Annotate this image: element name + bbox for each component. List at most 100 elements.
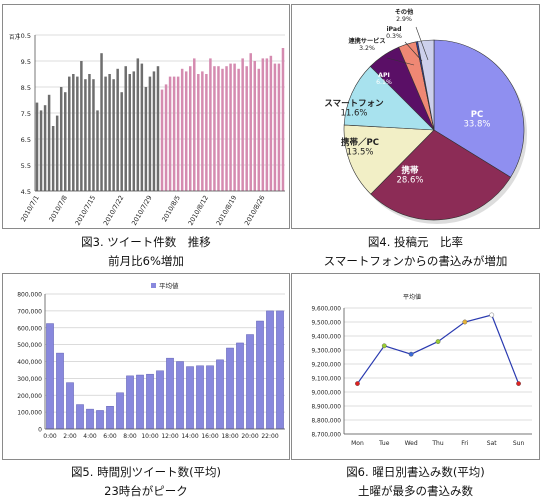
bar bbox=[273, 63, 277, 191]
bar bbox=[148, 76, 152, 191]
slice-label: PC bbox=[471, 110, 483, 120]
y-tick-label: 500,000 bbox=[17, 342, 42, 349]
x-tick-label: 2010/7/22 bbox=[102, 194, 126, 227]
slice-value: 13.5% bbox=[346, 148, 373, 158]
x-tick-label: 2010/7/1 bbox=[19, 194, 41, 223]
y-tick-label: 9,600,000 bbox=[311, 307, 341, 313]
x-tick-label: 2010/8/5 bbox=[160, 194, 182, 223]
bar bbox=[152, 71, 156, 191]
data-point bbox=[489, 312, 495, 318]
slice-value: 6.1% bbox=[376, 79, 392, 86]
x-tick-label: 18:00 bbox=[221, 433, 238, 440]
bar bbox=[229, 63, 232, 191]
y-tick-label: 8,700,000 bbox=[311, 433, 341, 439]
pie-slice bbox=[370, 129, 512, 221]
x-tick-label: 2:00 bbox=[63, 433, 77, 440]
bar bbox=[257, 68, 261, 191]
slice-value: 2.9% bbox=[396, 16, 412, 23]
bar bbox=[206, 365, 214, 430]
caption-fig5-sub: 23時台がピーク bbox=[104, 484, 188, 498]
bar bbox=[233, 63, 236, 191]
bar bbox=[76, 404, 84, 430]
bar bbox=[59, 87, 63, 191]
bar bbox=[269, 55, 273, 191]
bar bbox=[249, 53, 252, 192]
bar bbox=[47, 94, 51, 191]
x-tick-label: 12:00 bbox=[161, 433, 178, 440]
daily-tweets-chart: 10.5 9.5 8.5 7.5 6.5 5.5 4.5 百万 2010/7/1 2010/7/8… bbox=[9, 32, 285, 227]
x-tick-label: Wed bbox=[405, 440, 418, 447]
bar bbox=[225, 66, 228, 191]
legend-label: 平均値 bbox=[159, 281, 179, 290]
x-tick-label: 2010/8/26 bbox=[243, 194, 267, 227]
y-tick-label: 8,800,000 bbox=[311, 419, 341, 425]
caption-fig4-title: 図4. 投稿元 比率 bbox=[367, 235, 464, 249]
x-tick-label: 0:00 bbox=[43, 433, 57, 440]
y-tick-label: 200,000 bbox=[17, 393, 42, 400]
caption-fig6-title: 図6. 曜日別書込み数(平均) bbox=[346, 465, 485, 479]
bar bbox=[92, 79, 95, 191]
data-point bbox=[355, 381, 360, 387]
y-tick-label: 9.5 bbox=[21, 58, 31, 66]
leader-line bbox=[415, 26, 429, 61]
slice-label: 携帯 bbox=[401, 165, 419, 176]
bar bbox=[55, 115, 59, 191]
bar bbox=[276, 310, 284, 430]
plot-area bbox=[344, 308, 532, 434]
bar bbox=[112, 79, 115, 191]
bar bbox=[35, 102, 39, 191]
x-tick-label: 2010/7/8 bbox=[47, 194, 69, 223]
bar bbox=[176, 361, 184, 430]
y-tick-label: 700,000 bbox=[17, 308, 42, 315]
panel-daily-tweets: 10.5 9.5 8.5 7.5 6.5 5.5 4.5 百万 2010/7/1 2010/7/8… bbox=[2, 4, 290, 229]
bar bbox=[266, 310, 274, 430]
bar bbox=[205, 74, 208, 191]
y-tick-label: 9,500,000 bbox=[311, 321, 341, 327]
slice-value: 0.3% bbox=[386, 33, 402, 40]
bar bbox=[136, 58, 140, 192]
bar bbox=[241, 58, 244, 192]
bar bbox=[217, 66, 220, 191]
slice-value: 33.8% bbox=[463, 120, 490, 130]
bar bbox=[246, 334, 254, 430]
caption-fig6: 図6. 曜日別書込み数(平均) 土曜が最多の書込み数 bbox=[291, 462, 540, 502]
bar bbox=[186, 366, 194, 430]
x-tick-label: 2010/8/19 bbox=[215, 194, 239, 227]
slice-value: 3.2% bbox=[359, 45, 375, 52]
x-tick-label: 10:00 bbox=[141, 433, 158, 440]
bar bbox=[168, 76, 172, 191]
panel-source-ratio: PC 33.8% 携帯 28.6% 携帯／PC 13.5% スマートフォン 11.6% API 6… bbox=[291, 4, 540, 229]
weekday-posts-chart: 平均値 9,600,000 9,500,000 9,400,000 9,300,000 9… bbox=[311, 293, 532, 447]
bar bbox=[76, 76, 79, 191]
x-tick-label: Sun bbox=[513, 440, 525, 447]
y-tick-label: 600,000 bbox=[17, 325, 42, 332]
bar bbox=[88, 74, 91, 191]
caption-fig4: 図4. 投稿元 比率 スマートフォンからの書込みが増加 bbox=[291, 232, 540, 272]
x-tick-label: 22:00 bbox=[261, 433, 278, 440]
bar bbox=[237, 68, 240, 191]
y-tick-label: 9,300,000 bbox=[311, 349, 341, 355]
bar bbox=[106, 406, 114, 430]
y-tick-label: 800,000 bbox=[17, 292, 42, 299]
bar bbox=[221, 68, 224, 191]
caption-fig3: 図3. ツイート件数 推移 前月比6%増加 bbox=[2, 232, 290, 272]
bar bbox=[213, 66, 216, 191]
caption-fig5-title: 図5. 時間別ツイート数(平均) bbox=[70, 465, 222, 479]
slice-label: API bbox=[378, 72, 390, 79]
x-tick-label: Fri bbox=[461, 440, 468, 447]
y-tick-label: 10.5 bbox=[17, 32, 31, 40]
pie-slice bbox=[343, 124, 435, 195]
bar bbox=[72, 74, 75, 191]
bar bbox=[100, 53, 103, 192]
bar bbox=[104, 76, 107, 191]
bar bbox=[184, 71, 188, 191]
bar bbox=[136, 374, 144, 430]
bar bbox=[66, 382, 74, 430]
caption-fig5: 図5. 時間別ツイート数(平均) 23時台がピーク bbox=[2, 462, 290, 502]
y-tick-label: 7.5 bbox=[21, 110, 31, 118]
bar bbox=[144, 87, 148, 191]
bar bbox=[116, 68, 119, 191]
pie-slice bbox=[343, 65, 435, 131]
bar bbox=[80, 61, 83, 191]
